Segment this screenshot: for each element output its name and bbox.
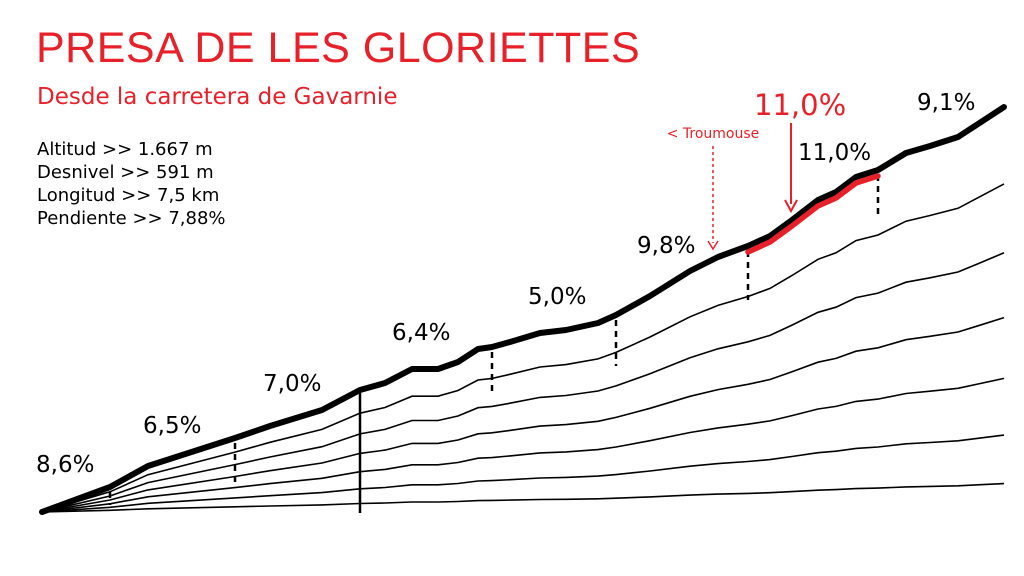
perspective-line-3 bbox=[41, 316, 1005, 513]
perspective-line-1 bbox=[41, 183, 1005, 513]
troumouse-arrow-head bbox=[707, 240, 719, 251]
troumouse-marker: < Troumouse bbox=[667, 126, 760, 251]
perspective-line-2 bbox=[41, 252, 1005, 513]
stats-block: Altitud >> 1.667 m Desnivel >> 591 m Lon… bbox=[37, 138, 226, 230]
gradient-label-3: 7,0% bbox=[263, 371, 321, 397]
perspective-line-5 bbox=[41, 434, 1005, 513]
segment-dividers bbox=[108, 175, 880, 505]
gradient-label-9: 9,1% bbox=[917, 90, 975, 116]
stat-desnivel: Desnivel >> 591 m bbox=[37, 162, 214, 183]
steep-section-line bbox=[745, 173, 881, 255]
stat-longitud: Longitud >> 7,5 km bbox=[37, 185, 220, 206]
profile-line bbox=[39, 104, 1007, 515]
perspective-line-6 bbox=[41, 482, 1005, 513]
stat-altitud: Altitud >> 1.667 m bbox=[37, 139, 213, 160]
troumouse-label: < Troumouse bbox=[667, 126, 760, 142]
gradient-label-8: 11,0% bbox=[798, 140, 871, 166]
gradient-label-4: 6,4% bbox=[392, 320, 450, 346]
gradient-label-5: 5,0% bbox=[528, 284, 586, 310]
perspective-lines bbox=[41, 183, 1005, 513]
steep-arrow-head bbox=[784, 199, 798, 214]
profile-subtitle: Desde la carretera de Gavarnie bbox=[37, 84, 398, 110]
gradient-label-2: 6,5% bbox=[143, 413, 201, 439]
profile-title: PRESA DE LES GLORIETTES bbox=[36, 24, 641, 72]
gradient-label-6: 9,8% bbox=[637, 233, 695, 259]
gradient-label-1: 8,6% bbox=[36, 452, 94, 478]
perspective-line-4 bbox=[41, 377, 1005, 513]
gradient-label-7: 11,0% bbox=[754, 88, 846, 122]
stat-pendiente: Pendiente >> 7,88% bbox=[37, 208, 226, 229]
